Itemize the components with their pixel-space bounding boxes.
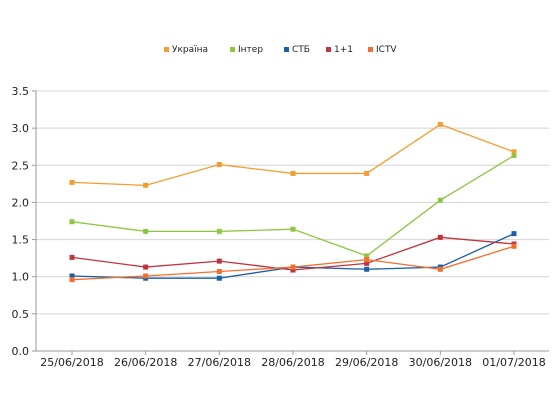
data-point — [143, 273, 149, 279]
series-1 — [69, 153, 517, 259]
series-line — [71, 245, 515, 281]
x-tick-label: 29/06/2018 — [335, 356, 398, 369]
data-point — [69, 273, 75, 279]
y-tick-label: 3.5 — [12, 85, 30, 98]
series-line — [71, 123, 515, 186]
legend-swatch — [164, 47, 169, 52]
data-point — [511, 243, 517, 249]
legend-item-2: СТБ — [284, 45, 310, 55]
y-tick-label: 1.0 — [12, 271, 30, 284]
legend-label: ICTV — [376, 45, 397, 55]
data-point — [216, 162, 222, 168]
data-point — [143, 228, 149, 234]
data-point — [290, 170, 296, 176]
axes: 0.0 0.5 1.0 1.5 2.0 2.5 3.0 3.5 25/06/2018 26/06/… — [12, 85, 549, 369]
x-tick-label: 30/06/2018 — [409, 356, 472, 369]
data-point — [364, 170, 370, 176]
data-point — [364, 253, 370, 259]
y-tick-label: 1.5 — [12, 234, 30, 247]
legend-label: 1+1 — [334, 45, 353, 55]
series-0 — [69, 121, 517, 188]
legend-label: Україна — [172, 45, 208, 55]
data-point — [216, 269, 222, 275]
data-point — [290, 226, 296, 232]
data-point — [364, 260, 370, 266]
legend-label: Інтер — [238, 45, 263, 55]
data-point — [290, 267, 296, 273]
legend-swatch — [284, 47, 289, 52]
data-point — [216, 275, 222, 281]
series-line — [71, 155, 515, 257]
legend-item-3: 1+1 — [326, 45, 353, 55]
data-point — [437, 266, 443, 272]
data-point — [216, 258, 222, 264]
legend-item-1: Інтер — [230, 45, 263, 55]
y-tick-label: 0.0 — [12, 345, 30, 358]
data-point — [437, 121, 443, 127]
data-point — [511, 149, 517, 155]
data-point — [69, 219, 75, 225]
data-point — [143, 264, 149, 270]
y-tick-label: 2.5 — [12, 159, 30, 172]
legend-label: СТБ — [292, 45, 310, 55]
legend: Україна Інтер СТБ 1+1 ICTV — [164, 45, 397, 55]
data-point — [69, 254, 75, 260]
data-point — [511, 231, 517, 237]
y-tick-label: 3.0 — [12, 122, 30, 135]
data-point — [69, 179, 75, 185]
x-tick-label: 27/06/2018 — [188, 356, 251, 369]
data-point — [437, 197, 443, 203]
data-point — [143, 182, 149, 188]
legend-swatch — [326, 47, 331, 52]
legend-swatch — [368, 47, 373, 52]
series-4 — [69, 243, 517, 283]
legend-item-4: ICTV — [368, 45, 397, 55]
x-tick-label: 25/06/2018 — [40, 356, 103, 369]
legend-swatch — [230, 47, 235, 52]
x-tick-label: 26/06/2018 — [114, 356, 177, 369]
y-tick-label: 2.0 — [12, 196, 30, 209]
x-tick-label: 28/06/2018 — [261, 356, 324, 369]
data-point — [437, 234, 443, 240]
data-point — [69, 277, 75, 283]
data-point — [364, 266, 370, 272]
y-tick-label: 0.5 — [12, 308, 30, 321]
grid — [36, 90, 549, 352]
data-point — [511, 153, 517, 159]
series-group — [69, 121, 517, 283]
data-point — [290, 264, 296, 270]
data-point — [216, 228, 222, 234]
data-point — [364, 257, 370, 263]
legend-item-0: Україна — [164, 45, 208, 55]
x-tick-label: 01/07/2018 — [482, 356, 545, 369]
